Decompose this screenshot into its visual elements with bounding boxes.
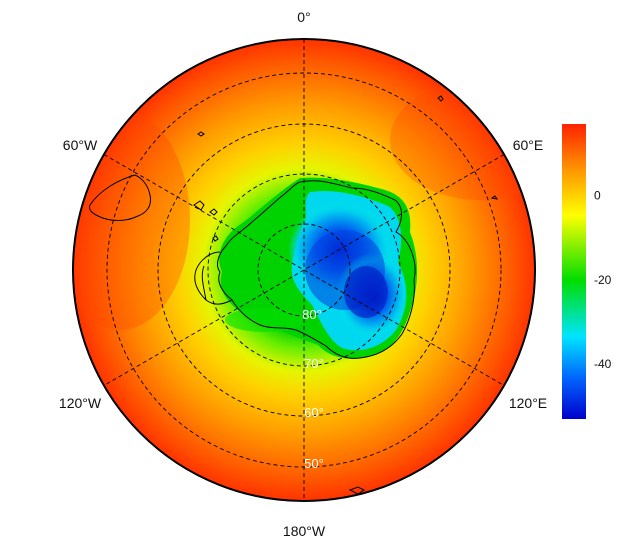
antarctica-coastline — [217, 180, 416, 359]
colorbar-ticks: 0 -20 -40 — [594, 189, 612, 372]
lon-label-upper-right: 60°E — [513, 137, 544, 153]
lon-label-lower-right: 120°E — [509, 395, 547, 411]
colorbar-tick-label: -40 — [594, 357, 612, 371]
colorbar-gradient — [562, 124, 586, 419]
lon-label-upper-left: 60°W — [63, 137, 98, 153]
lon-label-lower-left: 120°W — [59, 395, 102, 411]
lat-label-70: 70° — [304, 356, 324, 371]
lon-label-bottom: 180°W — [283, 523, 326, 539]
lat-label-50: 50° — [304, 456, 324, 471]
lon-label-top: 0° — [297, 9, 310, 25]
lat-label-80: 80° — [302, 307, 322, 322]
lat-label-60: 60° — [304, 405, 324, 420]
map-boundary — [72, 38, 536, 502]
graticule — [103, 39, 505, 501]
colorbar-tick-label: 0 — [594, 189, 601, 203]
temperature-field — [73, 39, 535, 501]
colorbar: 0 -20 -40 — [562, 124, 612, 419]
antarctic-peninsula-coastline — [194, 251, 233, 305]
colorbar-tick-label: -20 — [594, 273, 612, 287]
island-coastline — [193, 95, 499, 495]
